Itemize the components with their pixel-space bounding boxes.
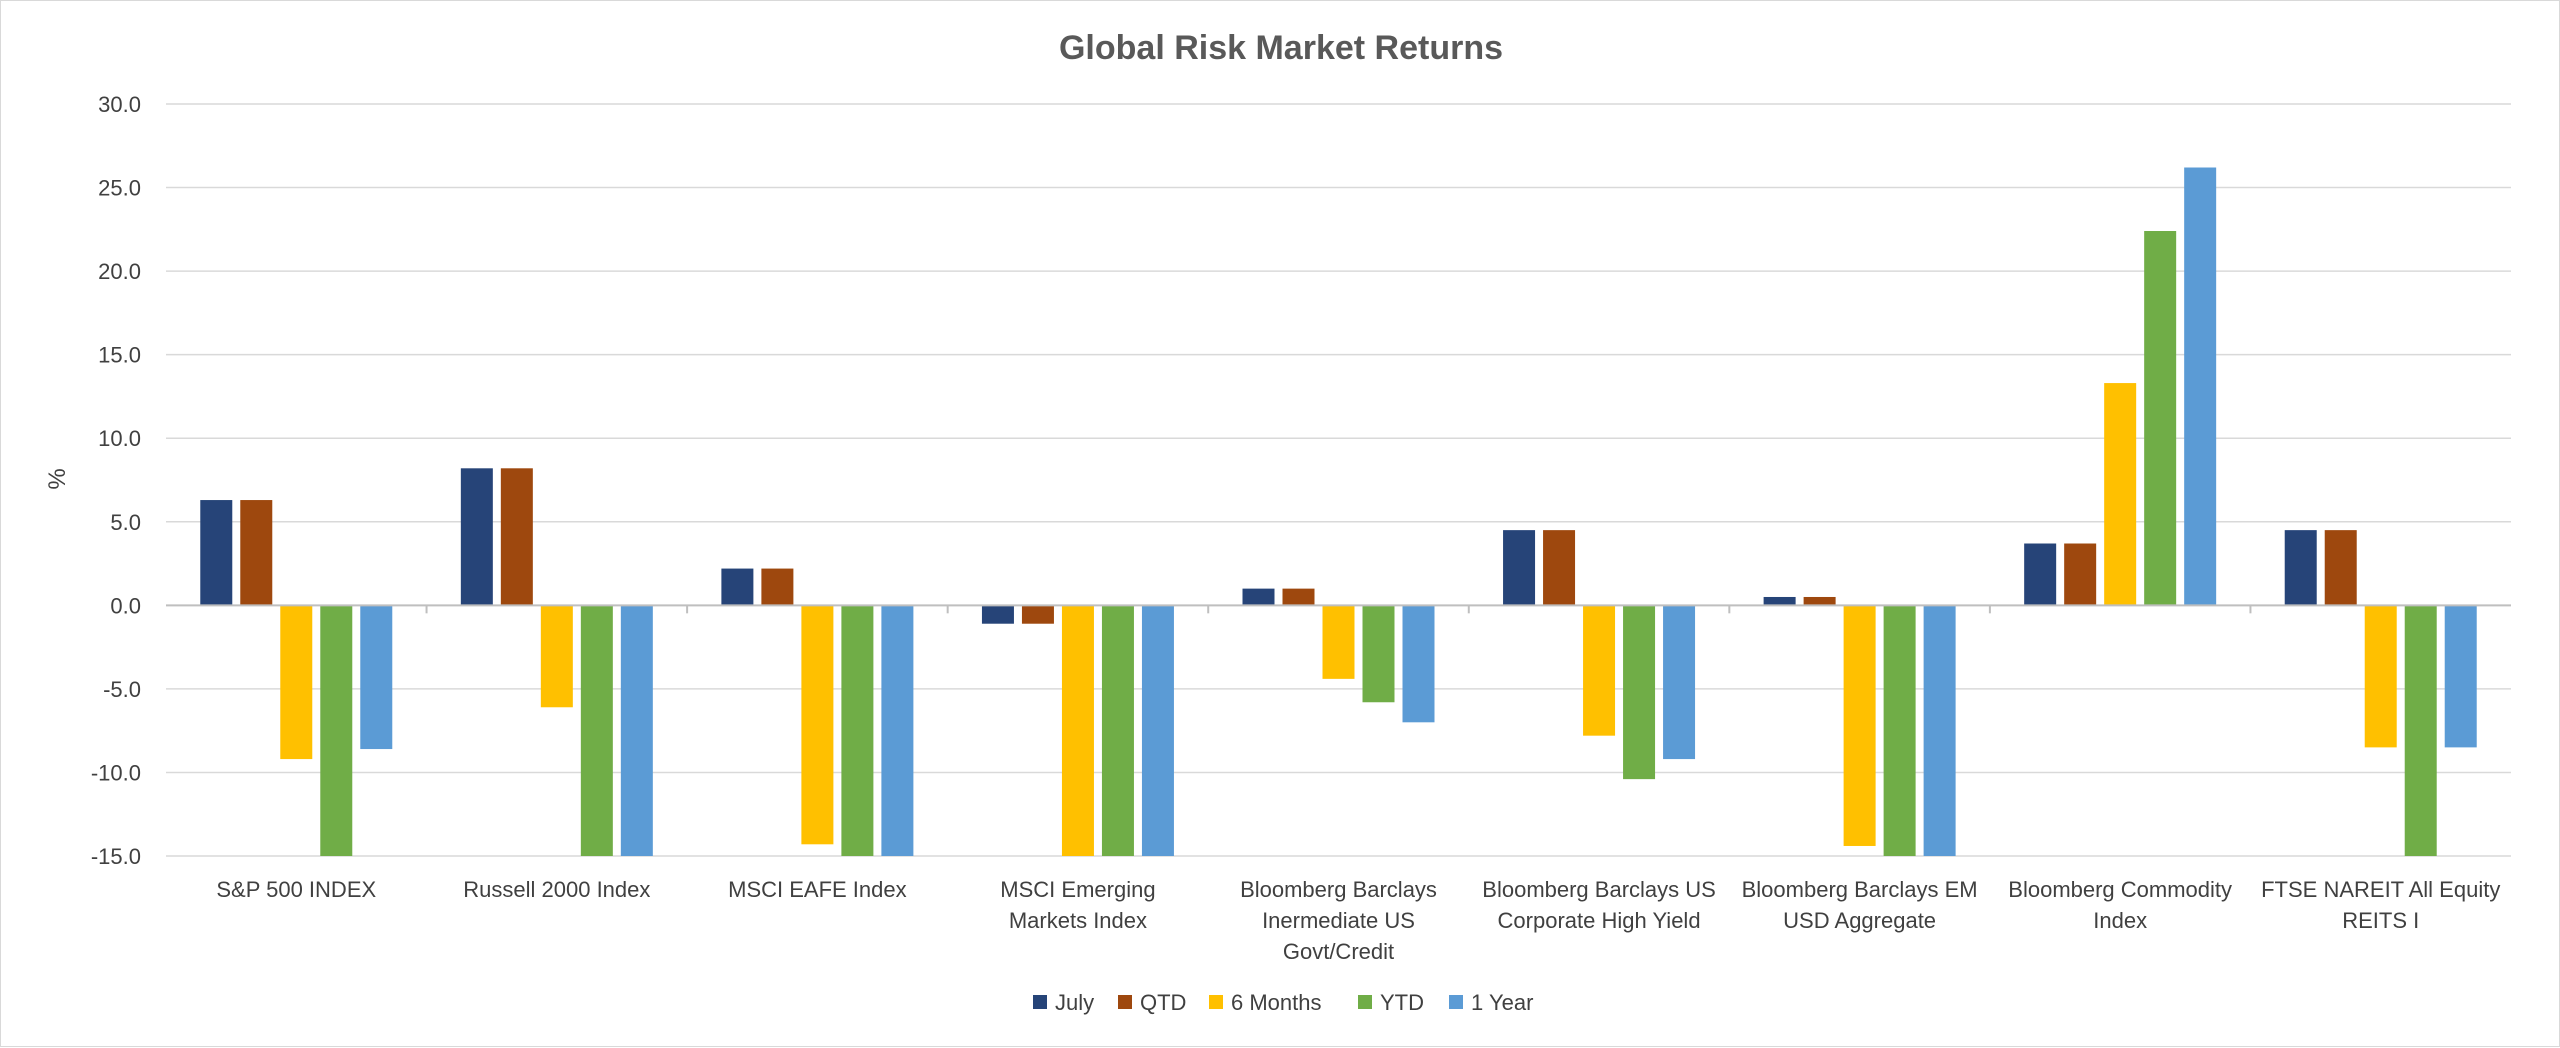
legend-swatch [1449,995,1463,1009]
y-tick-label: -15.0 [91,844,141,869]
y-axis-label: % [44,468,71,489]
category-label: Inermediate US [1262,908,1415,933]
y-tick-label: 10.0 [98,426,141,451]
bar [1282,588,1315,606]
bar [1803,596,1836,606]
y-tick-label: 20.0 [98,259,141,284]
y-tick-label: 15.0 [98,343,141,368]
bar [200,500,233,606]
category-label: Markets Index [1009,908,1147,933]
bar [1623,605,1656,780]
bar [1883,605,1916,856]
bar [1322,605,1355,679]
y-tick-label: 25.0 [98,176,141,201]
bar [1242,588,1275,606]
chart-title: Global Risk Market Returns [1059,29,1503,67]
bar [580,605,613,856]
x-axis [166,604,2511,614]
category-label: Bloomberg Barclays [1240,877,1437,902]
bar [981,605,1014,624]
legend-label: July [1055,990,1094,1015]
bar [881,605,914,856]
bar [1923,605,1956,856]
y-tick-label: -5.0 [103,677,141,702]
bar [240,500,273,606]
bar [2104,383,2137,606]
category-label: Index [2093,908,2147,933]
bar [2444,605,2477,748]
bar [2364,605,2397,748]
y-tick-label: 5.0 [110,510,141,535]
legend-swatch [1358,995,1372,1009]
bar [2064,543,2097,606]
category-label: MSCI Emerging [1000,877,1155,902]
bar [2184,167,2217,606]
category-label: Govt/Credit [1283,939,1394,964]
bar [1021,605,1054,624]
category-label: Bloomberg Commodity [2008,877,2232,902]
category-label: Bloomberg Barclays EM [1742,877,1978,902]
bar [2024,543,2057,606]
category-label: USD Aggregate [1783,908,1936,933]
bar [1663,605,1696,760]
legend-swatch [1209,995,1223,1009]
bar [1101,605,1134,856]
bar [2324,530,2357,606]
category-label: MSCI EAFE Index [728,877,907,902]
bar [841,605,874,856]
bar [721,568,754,606]
bar [1402,605,1435,723]
y-tick-label: 0.0 [110,593,141,618]
bars [200,167,2477,856]
category-label: FTSE NAREIT All Equity [2261,877,2500,902]
bar [320,605,353,856]
bar [801,605,834,845]
bar [2404,605,2437,856]
bar [1061,605,1094,856]
bar [2144,231,2177,606]
category-label: Russell 2000 Index [463,877,650,902]
category-label: Bloomberg Barclays US [1482,877,1716,902]
bar [2284,530,2317,606]
legend-label: 6 Months [1231,990,1322,1015]
legend: July QTD 6 Months YTD 1 Year [1033,990,1533,1015]
bar [1543,530,1576,606]
legend-label: 1 Year [1471,990,1533,1015]
y-tick-label: -10.0 [91,760,141,785]
legend-swatch [1033,995,1047,1009]
category-label: REITS I [2342,908,2419,933]
bar [360,605,393,750]
legend-label: YTD [1380,990,1424,1015]
bar [500,468,533,606]
bar [1843,605,1876,846]
category-label: Corporate High Yield [1498,908,1701,933]
legend-label: QTD [1140,990,1186,1015]
bar [1503,530,1536,606]
y-tick-label: 30.0 [98,92,141,117]
bar [1141,605,1174,856]
bar [1362,605,1395,703]
bar [460,468,493,606]
bar [280,605,313,760]
category-label: S&P 500 INDEX [216,877,376,902]
bar [620,605,653,856]
bar [540,605,573,708]
bar [761,568,794,606]
y-axis-ticks: 30.0 25.0 20.0 15.0 10.0 5.0 0.0 -5.0 -10.0 -15.0 [91,92,141,869]
bar [1583,605,1616,736]
legend-swatch [1118,995,1132,1009]
category-labels: S&P 500 INDEX Russell 2000 Index MSCI EAFE… [216,877,2500,964]
bar [1763,596,1796,606]
